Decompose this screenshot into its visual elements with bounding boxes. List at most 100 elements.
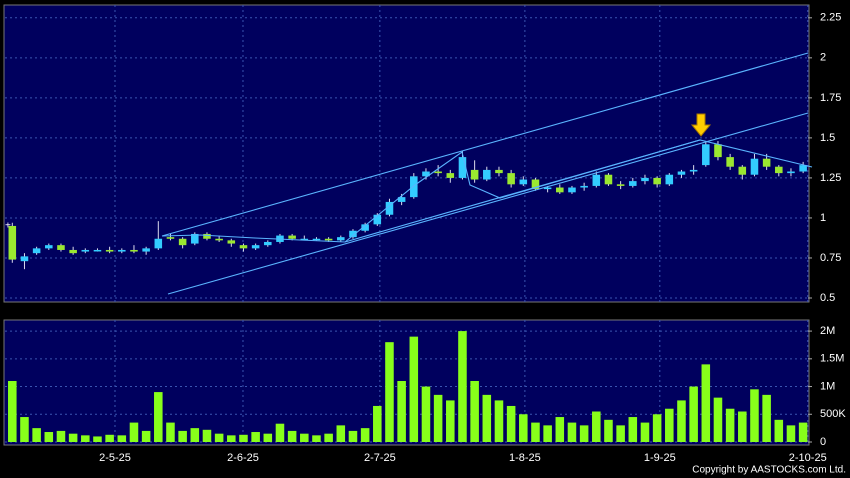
volume-bar xyxy=(409,336,419,442)
candle-body xyxy=(300,238,309,241)
volume-bar xyxy=(640,422,650,442)
candle-body xyxy=(592,174,601,186)
x-tick-label: 1-9-25 xyxy=(644,452,676,464)
candle-body xyxy=(677,171,686,175)
candle-body xyxy=(580,185,588,188)
volume-bar xyxy=(701,364,711,442)
volume-bar xyxy=(68,433,78,442)
trend-line xyxy=(167,112,809,295)
volume-bar xyxy=(750,389,759,442)
volume-bar xyxy=(494,400,504,442)
y-tick-label: 2.25 xyxy=(820,12,841,24)
volume-bar xyxy=(93,436,102,442)
volume-bar xyxy=(774,419,784,442)
candle-body xyxy=(397,197,406,202)
arrow-marker xyxy=(690,113,712,137)
volume-bar xyxy=(312,435,321,442)
volume-bar xyxy=(373,405,382,442)
volume-bar xyxy=(300,433,309,442)
candle-body xyxy=(750,158,759,175)
volume-bar xyxy=(202,429,212,442)
volume-bar xyxy=(458,331,467,442)
candle-body xyxy=(178,238,187,246)
candle-body xyxy=(57,245,65,250)
candle-body xyxy=(385,201,394,215)
volume-bar xyxy=(81,435,90,442)
candle-body xyxy=(69,249,77,254)
trend-line xyxy=(161,52,809,237)
volume-tick-label: 1M xyxy=(820,380,835,392)
candle-body xyxy=(604,174,613,185)
candle-body xyxy=(105,249,114,252)
candle-body xyxy=(191,233,199,244)
candle-body xyxy=(641,177,649,182)
volume-bar xyxy=(129,422,139,442)
volume-bar xyxy=(555,417,565,442)
volume-bar xyxy=(713,397,723,442)
volume-bar xyxy=(8,381,17,442)
volume-bar xyxy=(421,386,431,442)
volume-bar xyxy=(20,417,29,442)
y-tick-label: 0.75 xyxy=(820,252,841,264)
volume-bar xyxy=(592,411,601,442)
candle-body xyxy=(251,245,260,249)
candle-body xyxy=(616,184,625,186)
volume-bar xyxy=(506,405,516,442)
candle-body xyxy=(556,187,564,193)
volume-bar xyxy=(738,411,747,442)
volume-bar xyxy=(604,419,613,442)
volume-bar xyxy=(689,386,698,442)
volume-bar xyxy=(567,422,577,442)
volume-bar xyxy=(227,435,236,442)
volume-bar xyxy=(665,408,674,442)
candle-body xyxy=(470,169,479,180)
x-tick-label: 2-7-25 xyxy=(364,452,396,464)
volume-bar xyxy=(117,435,127,442)
volume-bar xyxy=(239,434,248,442)
candle-body xyxy=(458,157,467,178)
volume-bar xyxy=(105,434,114,442)
candle-body xyxy=(653,177,661,185)
volume-bar xyxy=(470,381,479,442)
volume-bar xyxy=(141,430,151,442)
volume-bar xyxy=(519,414,528,442)
volume-bar xyxy=(56,430,66,442)
volume-tick-label: 500K xyxy=(820,408,846,420)
volume-bar xyxy=(32,428,41,442)
y-tick-label: 2 xyxy=(820,52,826,64)
volume-bar xyxy=(446,400,455,442)
volume-bar xyxy=(543,425,552,442)
y-tick-label: 0.5 xyxy=(820,292,835,304)
candle-body xyxy=(227,240,236,244)
y-tick-label: 1.25 xyxy=(820,172,841,184)
zigzag-line xyxy=(161,139,813,243)
volume-bar xyxy=(336,425,346,442)
volume-bar xyxy=(616,425,625,442)
volume-bar xyxy=(190,428,200,442)
volume-bar xyxy=(251,432,260,442)
volume-bar xyxy=(482,394,492,442)
grid-layer xyxy=(5,5,809,445)
trend-lines: + xyxy=(5,52,813,295)
candle-body xyxy=(543,187,552,190)
candle-body xyxy=(154,238,163,249)
candle-body xyxy=(45,245,53,249)
candle-body xyxy=(446,173,455,178)
candle-body xyxy=(568,187,576,193)
candle-body xyxy=(507,173,515,185)
x-tick-label: 2-5-25 xyxy=(99,452,131,464)
candle-body xyxy=(32,248,41,254)
volume-bar xyxy=(433,394,443,442)
candle-body xyxy=(203,233,211,239)
y-tick-label: 1.5 xyxy=(820,132,835,144)
volume-bar xyxy=(287,430,297,442)
candle-body xyxy=(495,169,503,174)
candle-body xyxy=(8,225,17,260)
candle-body xyxy=(312,238,321,241)
candle-body xyxy=(787,171,795,174)
candle-body xyxy=(702,144,710,166)
candle-body xyxy=(81,249,90,252)
y-tick-label: 1 xyxy=(820,212,826,224)
candle-body xyxy=(373,214,382,225)
candle-body xyxy=(337,237,345,241)
